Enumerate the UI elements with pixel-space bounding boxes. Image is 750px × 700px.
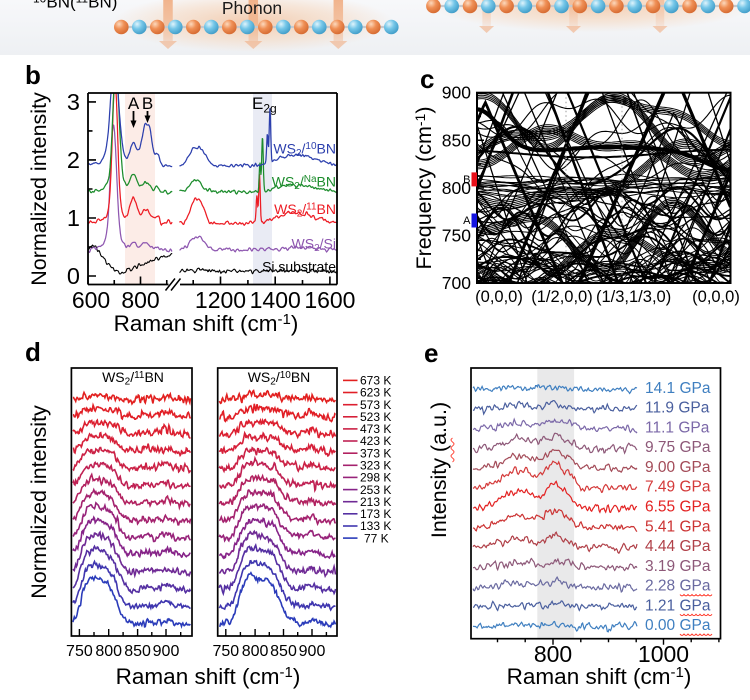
svg-text:7.49 GPa: 7.49 GPa bbox=[645, 479, 711, 496]
svg-text:10BN(11BN): 10BN(11BN) bbox=[33, 0, 117, 12]
svg-text:800: 800 bbox=[121, 287, 159, 313]
svg-text:253 K: 253 K bbox=[360, 483, 391, 497]
svg-text:850: 850 bbox=[270, 643, 297, 660]
svg-text:77 K: 77 K bbox=[364, 531, 389, 545]
svg-text:Frequency (cm-1): Frequency (cm-1) bbox=[412, 107, 436, 270]
svg-text:c: c bbox=[420, 64, 434, 94]
svg-text:423 K: 423 K bbox=[360, 434, 391, 448]
svg-text:A: A bbox=[128, 94, 140, 113]
svg-text:298 K: 298 K bbox=[360, 471, 391, 485]
svg-text:9.75 GPa: 9.75 GPa bbox=[645, 439, 711, 456]
svg-text:750: 750 bbox=[66, 643, 93, 660]
svg-text:1400: 1400 bbox=[250, 287, 301, 313]
svg-text:673 K: 673 K bbox=[360, 374, 391, 388]
svg-text:B: B bbox=[142, 94, 153, 113]
svg-text:623 K: 623 K bbox=[360, 386, 391, 400]
svg-text:(0,0,0): (0,0,0) bbox=[692, 288, 740, 306]
svg-text:(1/3,1/3,0): (1/3,1/3,0) bbox=[596, 288, 671, 306]
svg-text:173 K: 173 K bbox=[360, 507, 391, 521]
svg-text:e: e bbox=[424, 338, 438, 368]
svg-text:850: 850 bbox=[442, 130, 471, 150]
svg-text:14.1 GPa: 14.1 GPa bbox=[645, 380, 711, 397]
svg-text:Si substrate: Si substrate bbox=[262, 259, 336, 275]
svg-text:2: 2 bbox=[67, 147, 80, 173]
svg-text:1.21 GPa: 1.21 GPa bbox=[645, 597, 711, 614]
svg-text:d: d bbox=[25, 337, 41, 367]
svg-text:473 K: 473 K bbox=[360, 422, 391, 436]
svg-text:5.41 GPa: 5.41 GPa bbox=[645, 518, 711, 535]
svg-text:WS2/10BN: WS2/10BN bbox=[248, 369, 311, 388]
svg-text:800: 800 bbox=[95, 643, 122, 660]
svg-text:1: 1 bbox=[67, 205, 80, 231]
svg-text:WS2/10BN: WS2/10BN bbox=[273, 141, 336, 160]
svg-text:WS2/NaBN: WS2/NaBN bbox=[272, 174, 336, 193]
svg-text:Intensity (a.u.): Intensity (a.u.) bbox=[427, 402, 451, 538]
svg-text:800: 800 bbox=[534, 641, 572, 667]
svg-text:WS2/Si: WS2/Si bbox=[292, 236, 336, 255]
svg-text:4.44 GPa: 4.44 GPa bbox=[645, 538, 711, 555]
svg-text:700: 700 bbox=[442, 273, 471, 293]
svg-text:Raman shift (cm-1): Raman shift (cm-1) bbox=[507, 664, 692, 689]
svg-text:1000: 1000 bbox=[638, 641, 689, 667]
svg-text:3.19 GPa: 3.19 GPa bbox=[645, 558, 711, 575]
svg-text:0.00 GPa: 0.00 GPa bbox=[645, 617, 711, 634]
svg-text:900: 900 bbox=[153, 643, 180, 660]
svg-text:WS2/11BN: WS2/11BN bbox=[274, 201, 336, 220]
svg-text:600: 600 bbox=[72, 287, 110, 313]
svg-text:0: 0 bbox=[67, 263, 80, 289]
svg-text:900: 900 bbox=[299, 643, 326, 660]
svg-text:11.9 GPa: 11.9 GPa bbox=[645, 400, 710, 417]
svg-text:1200: 1200 bbox=[195, 287, 246, 313]
svg-text:750: 750 bbox=[212, 643, 239, 660]
svg-text:Normalized intensity: Normalized intensity bbox=[27, 405, 51, 599]
svg-text:323 K: 323 K bbox=[360, 459, 391, 473]
svg-text:6.55 GPa: 6.55 GPa bbox=[645, 499, 711, 516]
svg-text:900: 900 bbox=[442, 83, 471, 103]
svg-text:800: 800 bbox=[242, 643, 269, 660]
svg-text:WS2/11BN: WS2/11BN bbox=[102, 369, 164, 388]
svg-text:523 K: 523 K bbox=[360, 410, 391, 424]
svg-text:B: B bbox=[463, 174, 470, 186]
svg-text:3: 3 bbox=[67, 89, 80, 115]
svg-text:573 K: 573 K bbox=[360, 398, 391, 412]
svg-text:133 K: 133 K bbox=[360, 519, 391, 533]
svg-text:Raman shift (cm-1): Raman shift (cm-1) bbox=[116, 664, 301, 689]
svg-text:2.28 GPa: 2.28 GPa bbox=[645, 578, 711, 595]
svg-text:Phonon: Phonon bbox=[222, 0, 282, 18]
svg-text:373 K: 373 K bbox=[360, 446, 391, 460]
svg-text:1600: 1600 bbox=[304, 287, 355, 313]
svg-text:800: 800 bbox=[442, 178, 471, 198]
svg-text:Normalized intensity: Normalized intensity bbox=[27, 92, 51, 286]
svg-text:(0,0,0): (0,0,0) bbox=[475, 288, 523, 306]
svg-text:213 K: 213 K bbox=[360, 495, 391, 509]
svg-text:Raman shift (cm-1): Raman shift (cm-1) bbox=[114, 311, 299, 336]
svg-text:750: 750 bbox=[442, 226, 471, 246]
svg-text:A: A bbox=[463, 215, 471, 227]
svg-text:b: b bbox=[25, 60, 41, 90]
svg-text:9.00 GPa: 9.00 GPa bbox=[645, 459, 711, 476]
svg-text:(1/2,0,0): (1/2,0,0) bbox=[531, 288, 592, 306]
svg-text:850: 850 bbox=[124, 643, 151, 660]
svg-text:11.1 GPa: 11.1 GPa bbox=[645, 419, 710, 436]
